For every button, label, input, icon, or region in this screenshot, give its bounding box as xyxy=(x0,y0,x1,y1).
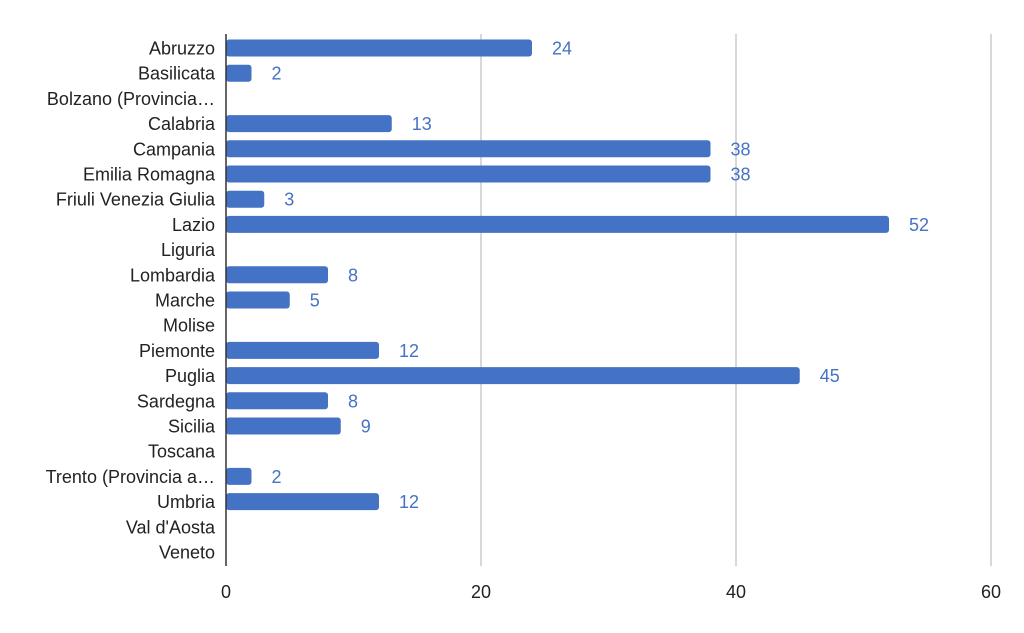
data-label: 2 xyxy=(272,64,282,84)
category-label: Bolzano (Provincia… xyxy=(47,89,215,109)
data-label: 24 xyxy=(552,39,572,59)
data-label: 38 xyxy=(731,165,751,185)
category-label: Campania xyxy=(133,139,216,159)
data-label: 8 xyxy=(348,265,358,285)
category-labels: Abruzzo Basilicata Bolzano (Provincia… Cala… xyxy=(46,39,216,563)
category-label: Emilia Romagna xyxy=(83,165,216,185)
x-tick-label-60: 60 xyxy=(981,582,1001,602)
bar xyxy=(226,190,265,208)
bar xyxy=(226,266,328,284)
bar xyxy=(226,291,290,309)
category-label: Marche xyxy=(155,291,215,311)
data-label: 9 xyxy=(361,417,371,437)
category-label: Sicilia xyxy=(168,417,216,437)
x-tick-label-20: 20 xyxy=(471,582,491,602)
data-label: 45 xyxy=(820,366,840,386)
data-label: 3 xyxy=(284,190,294,210)
category-label: Toscana xyxy=(148,442,216,462)
category-label: Liguria xyxy=(161,240,216,260)
category-label: Lombardia xyxy=(130,265,216,285)
x-tick-label-0: 0 xyxy=(221,582,231,602)
x-axis-ticks: 0 20 40 60 xyxy=(221,582,1001,602)
x-tick-label-40: 40 xyxy=(726,582,746,602)
category-label: Calabria xyxy=(148,114,216,134)
category-label: Umbria xyxy=(157,492,216,512)
bar xyxy=(226,341,379,359)
category-label: Puglia xyxy=(165,366,216,386)
data-label: 13 xyxy=(412,114,432,134)
category-label: Molise xyxy=(163,316,215,336)
bar xyxy=(226,215,889,233)
bar xyxy=(226,417,341,435)
data-label: 2 xyxy=(272,467,282,487)
category-label: Val d'Aosta xyxy=(126,517,216,537)
data-label: 38 xyxy=(731,139,751,159)
bar xyxy=(226,140,711,158)
category-label: Basilicata xyxy=(138,64,216,84)
category-label: Piemonte xyxy=(139,341,215,361)
bar xyxy=(226,493,379,511)
bar xyxy=(226,165,711,183)
bar xyxy=(226,467,252,485)
bar xyxy=(226,392,328,410)
category-label: Lazio xyxy=(172,215,215,235)
data-label: 52 xyxy=(909,215,929,235)
data-label: 5 xyxy=(310,291,320,311)
data-label: 8 xyxy=(348,391,358,411)
category-label: Friuli Venezia Giulia xyxy=(56,190,216,210)
bar xyxy=(226,367,800,385)
category-label: Abruzzo xyxy=(149,39,215,59)
bars xyxy=(226,39,889,511)
bar xyxy=(226,39,532,57)
category-label: Veneto xyxy=(159,543,215,563)
category-label: Sardegna xyxy=(137,391,216,411)
data-label: 12 xyxy=(399,492,419,512)
category-label: Trento (Provincia a… xyxy=(46,467,215,487)
gridlines xyxy=(480,34,992,566)
data-label: 12 xyxy=(399,341,419,361)
bar xyxy=(226,115,392,133)
bar xyxy=(226,64,252,82)
